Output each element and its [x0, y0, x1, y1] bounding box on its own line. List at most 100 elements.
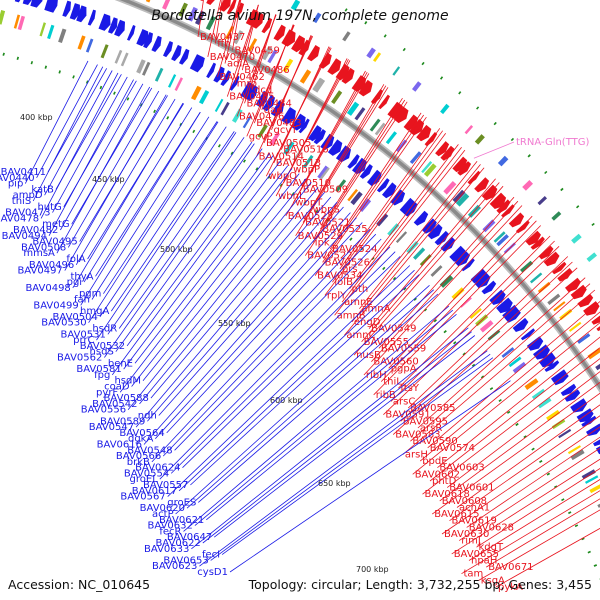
tick-mark — [561, 498, 565, 502]
forward-gene-label: BAV0585 — [410, 403, 455, 414]
tick-mark — [458, 91, 462, 95]
reverse-gene-label: BAV0495 — [32, 237, 77, 248]
reverse-feature-arrow — [143, 32, 153, 49]
reverse-gene-label-leader — [44, 70, 113, 196]
cog-block-reverse — [242, 115, 252, 129]
forward-gene-label-leader — [392, 267, 578, 435]
cog-block-reverse — [430, 265, 443, 277]
forward-feature-arrow — [474, 177, 490, 193]
reverse-gene-label: fecI — [202, 550, 220, 561]
tick-mark — [539, 460, 543, 463]
reverse-gene-label: BAV0620 — [140, 503, 185, 514]
tick-mark — [72, 75, 75, 79]
accession-label: Accession: NC_010645 — [8, 577, 151, 592]
forward-gene-label: BAV0560 — [373, 357, 418, 368]
forward-gene-label-leader — [334, 149, 466, 316]
cog-block-reverse — [413, 247, 426, 260]
cog-block-reverse — [319, 167, 330, 180]
reverse-gene-label-leader — [115, 148, 263, 352]
cog-block-reverse — [100, 44, 109, 59]
cog-block-reverse — [85, 38, 94, 53]
forward-gene-label: BAV0608 — [442, 496, 487, 507]
cog-block-forward — [553, 301, 566, 312]
forward-gene-label-leader — [353, 185, 504, 356]
reverse-gene-label-leader — [167, 265, 411, 497]
forward-gene-label-leader — [224, 0, 241, 64]
kbp-label: 600 kbp — [270, 396, 303, 405]
cog-block-forward — [369, 118, 381, 132]
reverse-gene-label: hsdR — [92, 324, 117, 335]
forward-feature-arrow — [591, 315, 600, 325]
tick-mark — [567, 511, 572, 515]
cog-block-reverse — [335, 179, 347, 193]
cog-block-outer — [440, 103, 450, 115]
cog-block-forward — [331, 90, 343, 105]
reverse-feature-arrow — [14, 0, 21, 3]
forward-gene-label-leader — [226, 4, 259, 97]
forward-gene-label-leader — [329, 112, 422, 250]
tick-mark — [16, 56, 20, 61]
tick-mark — [515, 422, 519, 427]
reverse-gene-label: BAV0494 — [2, 231, 47, 242]
forward-gene-label-leader — [402, 289, 596, 455]
reverse-gene-label-leader — [60, 83, 144, 231]
cog-block-forward — [595, 363, 600, 371]
forward-gene-label-leader — [446, 371, 600, 488]
cog-block-reverse — [597, 503, 600, 508]
cog-block-forward — [493, 231, 506, 243]
reverse-gene-label: prrC — [73, 335, 94, 346]
reverse-gene-label-leader — [229, 380, 511, 573]
reverse-gene-label-leader — [107, 137, 245, 335]
cog-block-forward — [443, 181, 457, 195]
forward-feature-arrow — [358, 79, 373, 97]
topology-label: Topology: circular; Length: 3,732,255 bp… — [248, 577, 592, 592]
tick-mark — [392, 276, 397, 281]
forward-feature-arrow — [467, 170, 481, 185]
forward-gene-label: kdgT — [479, 542, 504, 553]
reverse-feature-arrow — [114, 19, 125, 37]
reverse-gene-label-leader — [95, 111, 201, 277]
forward-feature-arrow — [496, 199, 511, 214]
forward-gene-label: ribB — [376, 390, 396, 401]
reverse-feature-arrow — [496, 297, 513, 314]
reverse-feature-arrow — [171, 44, 182, 62]
reverse-gene-label: BAV0411 — [1, 167, 46, 178]
cog-block-outer — [522, 180, 533, 191]
trna-gene-label: tRNA-Gln(TTG) — [516, 137, 590, 148]
tick-mark — [315, 209, 319, 214]
tick-mark — [113, 91, 116, 95]
reverse-feature-arrow — [595, 446, 600, 455]
cog-block-reverse — [191, 85, 202, 101]
forward-gene-label: BAV0618 — [425, 489, 470, 500]
reverse-feature-arrow — [586, 423, 600, 436]
forward-gene-label: arsH — [405, 450, 428, 461]
forward-gene-label: ffh — [217, 39, 230, 50]
cog-block-outer — [497, 155, 509, 167]
reverse-gene-label-leader — [139, 187, 319, 405]
cog-block-forward — [299, 69, 312, 84]
forward-gene-label-leader — [351, 164, 481, 323]
forward-gene-label: phtD — [432, 476, 457, 487]
reverse-gene-label: BAV0622 — [155, 538, 200, 549]
cog-block-outer — [571, 233, 582, 244]
forward-gene-label: rimJ — [461, 536, 481, 547]
forward-gene-label-leader — [468, 479, 600, 561]
forward-gene-label: BAV0671 — [488, 562, 533, 573]
forward-gene-label-leader — [429, 347, 600, 482]
tick-mark — [192, 129, 196, 134]
reverse-feature-arrow — [127, 25, 136, 41]
cog-block-outer — [586, 252, 597, 262]
reverse-feature-arrow — [194, 56, 205, 73]
cog-block-reverse — [581, 469, 596, 480]
cog-block-forward — [178, 2, 188, 17]
forward-gene-label: wbpO — [268, 171, 297, 182]
forward-gene-label: BAV0459 — [235, 45, 280, 56]
reverse-gene-label-leader — [175, 285, 430, 515]
kbp-label: 700 kbp — [356, 565, 389, 574]
reverse-feature-arrow — [376, 178, 390, 193]
reverse-gene-label-leader — [88, 121, 219, 323]
cog-block-forward — [187, 6, 198, 22]
cog-block-outer — [373, 52, 382, 62]
reverse-feature-arrow — [581, 415, 597, 427]
reverse-gene-label: BAV0498 — [25, 283, 70, 294]
